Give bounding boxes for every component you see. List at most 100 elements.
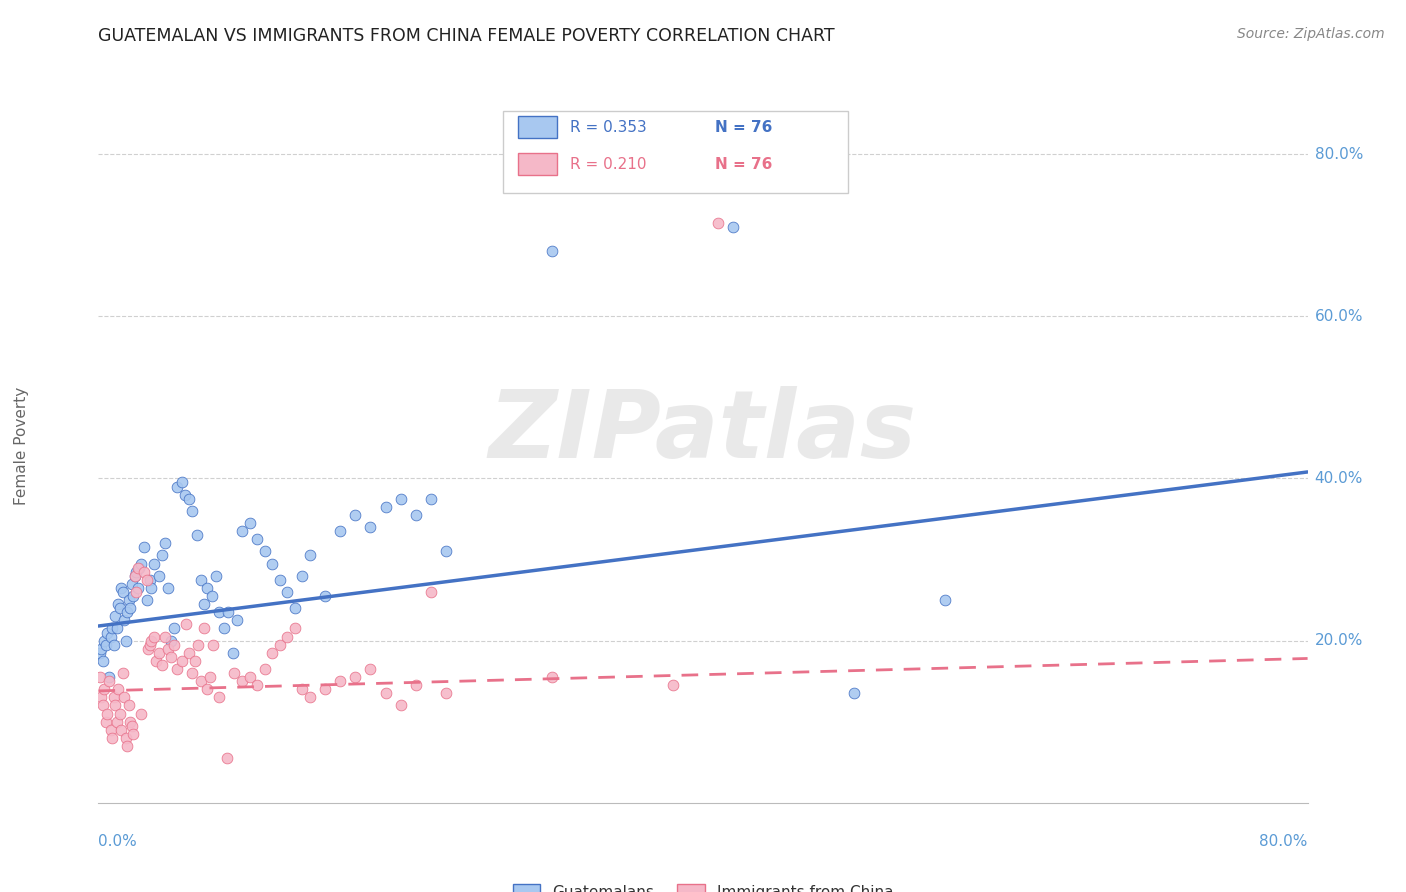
Point [108,706,131,721]
Point [122,589,145,603]
Point [217,605,239,619]
Point [104,698,127,713]
Point [136,641,159,656]
Point [115,739,138,753]
Point [184,654,207,668]
Point [141,581,163,595]
Point [193,622,215,636]
Point [121,719,143,733]
Point [389,698,412,713]
Point [114,731,136,745]
Point [93,682,115,697]
Point [405,508,427,522]
Point [156,641,179,656]
Point [103,690,125,705]
Point [661,678,683,692]
Point [226,613,249,627]
Point [707,216,730,230]
Point [224,666,246,681]
Point [107,597,129,611]
Point [148,568,170,582]
FancyBboxPatch shape [503,111,848,193]
Point [163,622,186,636]
Text: Female Poverty: Female Poverty [14,387,28,505]
Point [96,706,118,721]
Point [89,646,111,660]
Text: 60.0%: 60.0% [1315,309,1362,324]
Point [190,674,212,689]
Point [105,622,128,636]
Point [344,670,367,684]
FancyBboxPatch shape [517,116,557,137]
Point [150,549,173,563]
Point [100,723,122,737]
Point [419,491,441,506]
Point [540,670,562,684]
Point [98,670,121,684]
Text: R = 0.353: R = 0.353 [569,120,647,135]
Point [193,597,215,611]
Point [89,670,111,684]
Point [127,581,149,595]
Point [721,220,744,235]
Point [360,520,382,534]
Point [148,646,170,660]
Point [143,557,166,571]
Point [122,727,145,741]
Point [177,646,201,660]
Point [419,585,441,599]
Point [153,630,176,644]
Point [150,657,173,672]
Point [170,475,193,490]
Point [103,638,125,652]
Point [844,686,866,700]
Point [105,714,128,729]
Point [112,613,135,627]
Point [170,654,193,668]
Point [215,751,238,765]
Point [195,682,218,697]
Legend: Guatemalans, Immigrants from China: Guatemalans, Immigrants from China [506,879,900,892]
Point [135,573,157,587]
Point [120,601,142,615]
Point [108,601,131,615]
Point [132,541,155,555]
Text: N = 76: N = 76 [716,157,772,171]
Point [246,678,269,692]
Point [187,638,209,652]
Point [314,589,336,603]
Point [344,508,367,522]
Point [269,573,291,587]
Point [181,666,204,681]
Point [360,662,382,676]
Point [540,244,562,259]
Point [101,731,124,745]
Point [374,686,396,700]
Point [276,585,298,599]
Point [201,589,224,603]
Point [934,593,956,607]
Point [104,609,127,624]
Point [125,565,148,579]
Point [190,573,212,587]
Point [118,593,141,607]
Point [132,565,155,579]
Point [111,666,134,681]
Point [253,544,276,558]
Point [329,524,352,538]
Point [94,638,117,652]
Point [299,690,322,705]
Point [121,577,143,591]
Point [115,605,138,619]
Point [314,682,336,697]
Point [107,682,129,697]
Text: Source: ZipAtlas.com: Source: ZipAtlas.com [1237,27,1385,41]
Point [118,698,141,713]
Point [195,581,218,595]
Point [202,638,225,652]
Point [129,557,152,571]
Point [100,630,122,644]
Point [239,670,262,684]
Point [135,593,157,607]
Text: N = 76: N = 76 [716,120,772,135]
